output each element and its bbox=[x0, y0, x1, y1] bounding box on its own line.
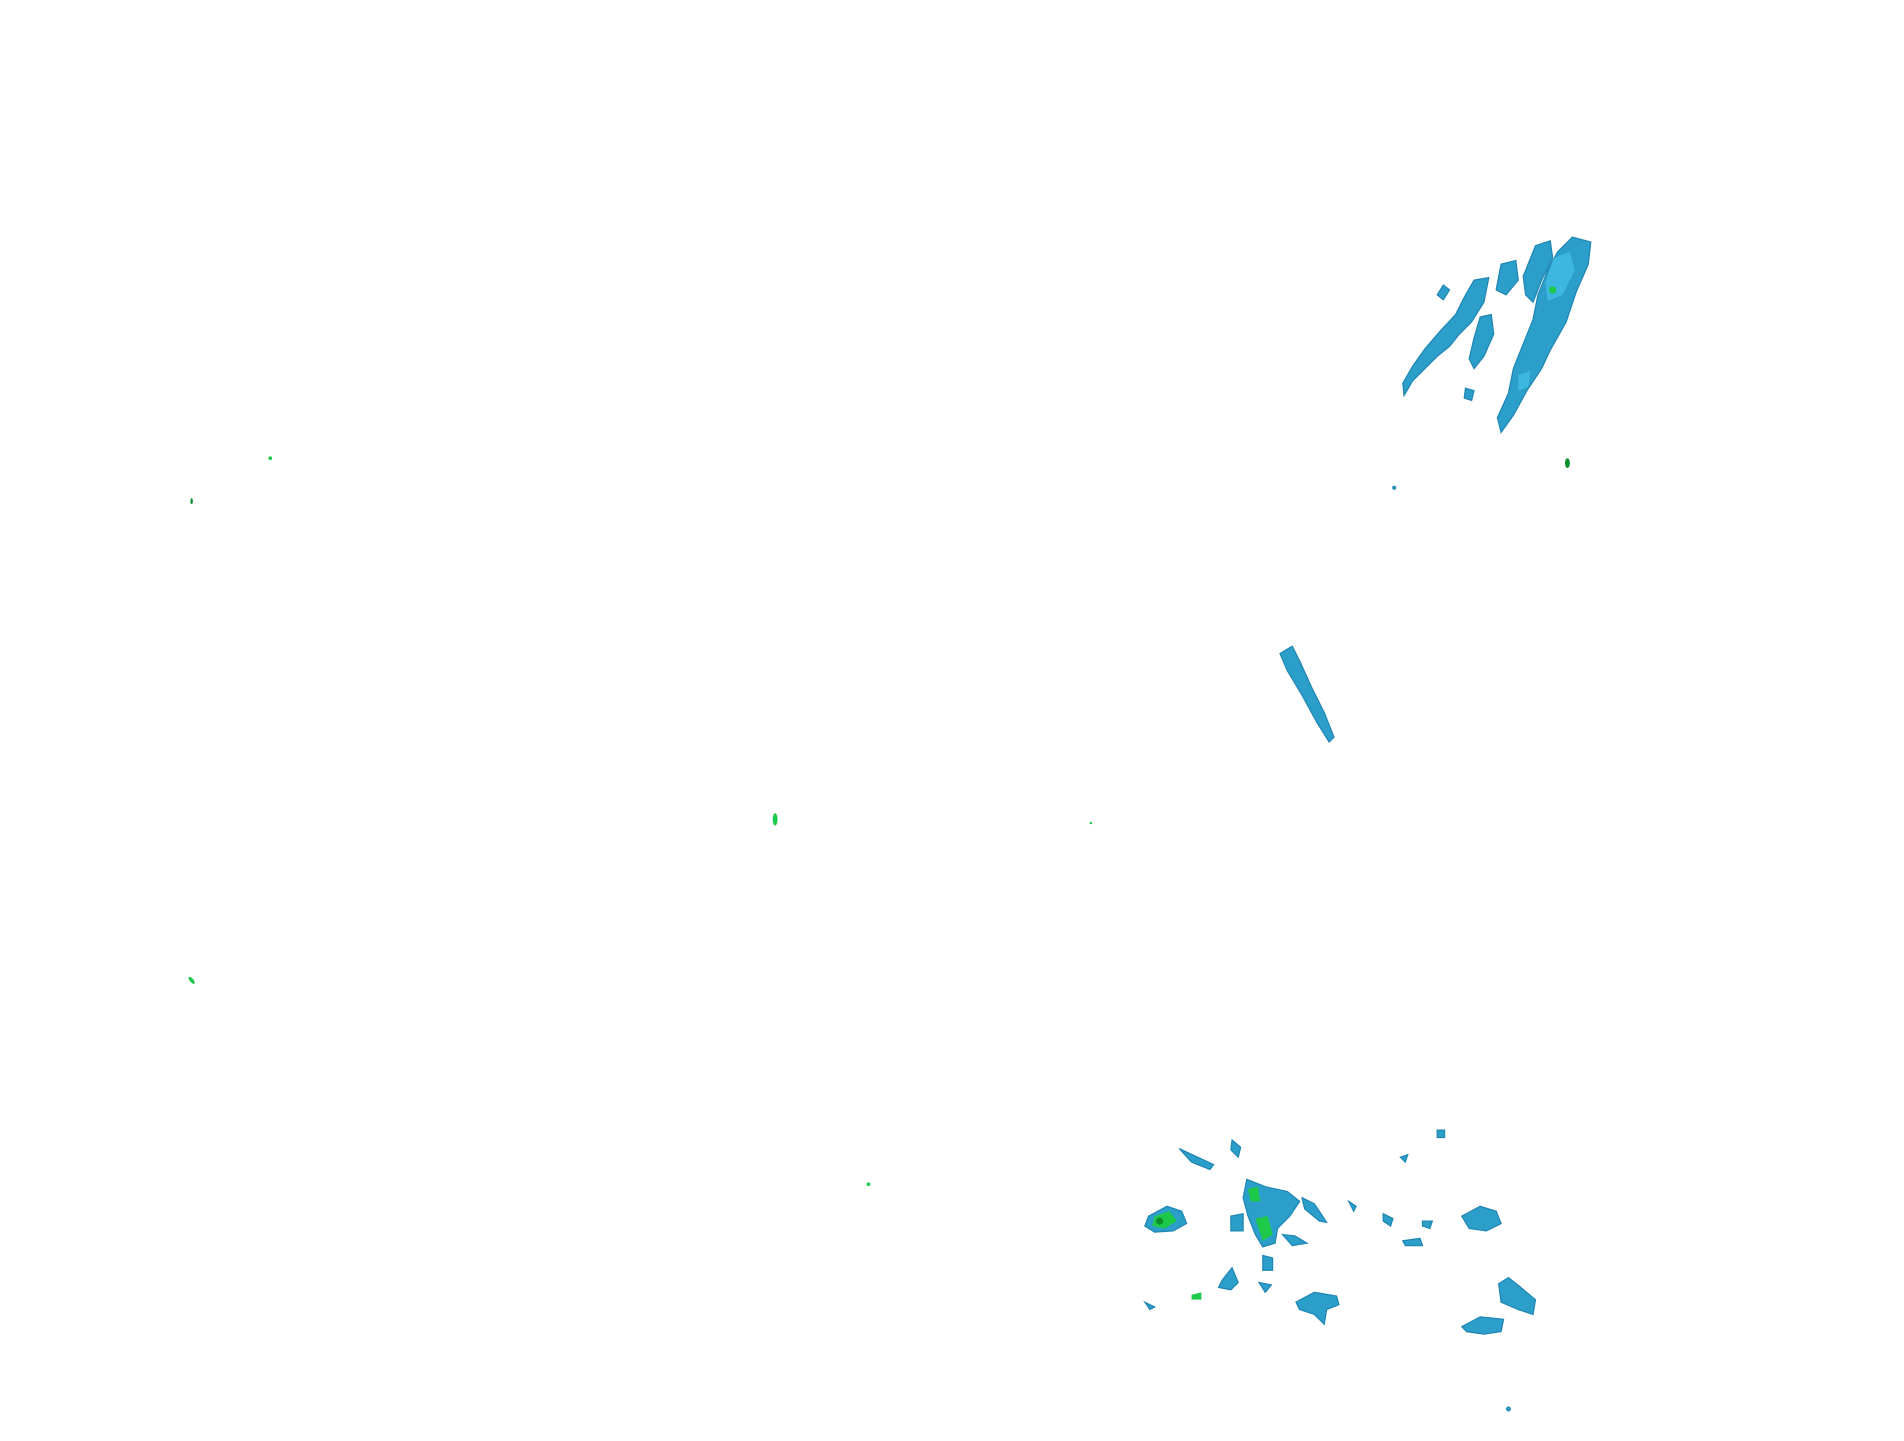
echo-streak bbox=[1279, 645, 1335, 743]
echo-isolated bbox=[188, 456, 1511, 1412]
echo-northeast bbox=[1392, 236, 1592, 490]
echo-southeast bbox=[1143, 1129, 1537, 1335]
